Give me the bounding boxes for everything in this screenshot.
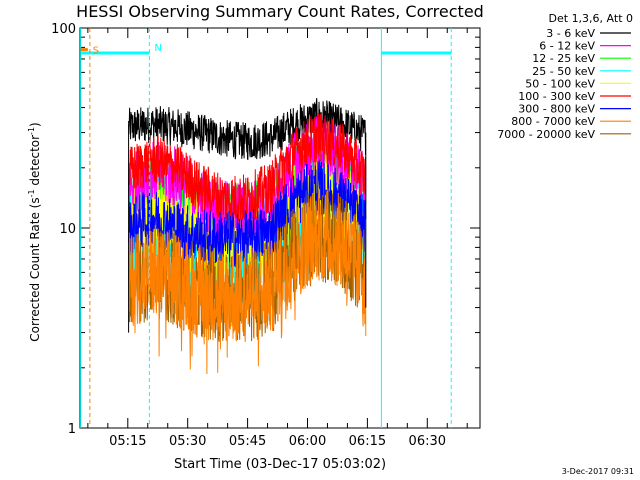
night-label: N — [154, 43, 161, 54]
series-line — [128, 111, 367, 224]
x-tick-label: 06:15 — [349, 434, 386, 449]
series-line — [128, 159, 367, 268]
chart-title: HESSI Observing Summary Count Rates, Cor… — [76, 2, 484, 21]
legend-label: 6 - 12 keV — [539, 40, 595, 53]
legend-label: 7000 - 20000 keV — [497, 128, 595, 141]
y-tick-label: 100 — [51, 22, 76, 37]
y-axis-label: Corrected Count Rate (s-1 detector-1) — [27, 122, 42, 341]
legend-label: 12 - 25 keV — [532, 52, 595, 65]
x-tick-label: 05:15 — [109, 434, 146, 449]
y-axis-label-sup1: -1 — [27, 189, 36, 197]
y-axis-label-text: Corrected Count Rate (s — [28, 197, 42, 341]
legend-label: 3 - 6 keV — [546, 27, 595, 40]
x-tick-label: 06:00 — [289, 434, 326, 449]
legend-label: 100 - 300 keV — [518, 90, 595, 103]
y-tick-label: 10 — [59, 222, 76, 237]
series-line — [128, 190, 367, 375]
saa-label: S — [93, 46, 99, 57]
footer-timestamp: 3-Dec-2017 09:31 — [562, 467, 634, 476]
x-tick-label: 05:45 — [229, 434, 266, 449]
y-axis-label-sup2: -1 — [27, 127, 36, 135]
legend-label: 25 - 50 keV — [532, 65, 595, 78]
legend-label: 800 - 7000 keV — [511, 115, 595, 128]
y-axis-label-end: ) — [28, 122, 42, 127]
y-axis-label-mid: detector — [28, 135, 42, 190]
x-tick-label: 05:30 — [169, 434, 206, 449]
x-axis-label: Start Time (03-Dec-17 05:03:02) — [174, 457, 386, 472]
legend-label: 300 - 800 keV — [518, 103, 595, 116]
x-tick-label: 06:30 — [409, 434, 446, 449]
legend-title: Det 1,3,6, Att 0 — [549, 12, 633, 25]
y-tick-label: 1 — [68, 422, 76, 437]
legend-label: 50 - 100 keV — [525, 77, 595, 90]
